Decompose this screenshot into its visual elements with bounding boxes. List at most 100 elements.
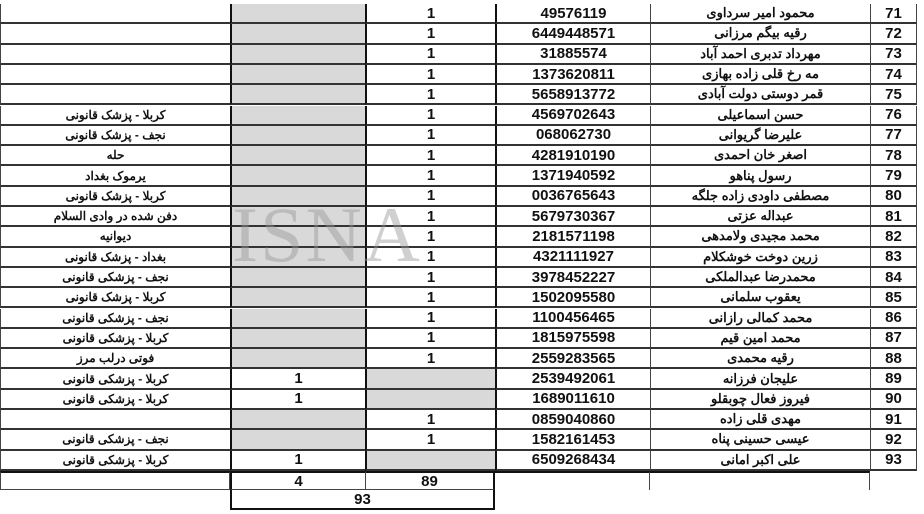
table-row: کربلا - پزشکی قانونی 1 6509268434 علی اکبر … <box>0 450 924 471</box>
table-row: یرموک بغداد 1 1371940592 رسول پناهو 79 <box>0 166 924 187</box>
national-id-cell: 2181571198 <box>495 227 650 248</box>
column-b-cell: 1 <box>365 410 495 431</box>
name-cell: اصغر خان احمدی <box>650 146 870 167</box>
column-a-cell <box>230 4 365 25</box>
column-b-cell: 1 <box>365 247 495 268</box>
totals-row-id-cell <box>495 471 650 490</box>
column-a-cell <box>230 288 365 309</box>
table-row: نجف - پزشکی قانونی 1 1582161453 عیسی حسینی … <box>0 430 924 451</box>
row-number-cell: 81 <box>870 207 917 228</box>
row-number-cell: 86 <box>870 308 917 329</box>
table-row: کربلا - پزشکی قانونی 1 1815975598 محمد امین… <box>0 328 924 350</box>
national-id-cell: 1373620811 <box>495 64 650 86</box>
name-cell: رقیه محمدی <box>650 349 870 370</box>
name-cell: یعقوب سلمانی <box>650 288 870 309</box>
note-cell: فوتی درلب مرز <box>0 349 230 370</box>
name-cell: زرین دوخت خوشکلام <box>650 247 870 268</box>
row-number-cell: 82 <box>870 227 917 248</box>
note-cell <box>0 44 230 65</box>
row-number-cell: 88 <box>870 349 917 370</box>
note-cell: کربلا - پزشکی قانونی <box>0 369 230 390</box>
row-number-cell: 90 <box>870 389 917 410</box>
column-b-cell <box>365 389 495 410</box>
column-a-cell <box>230 186 365 207</box>
name-cell: عیسی حسینی پناه <box>650 430 870 451</box>
column-b-cell <box>365 369 495 390</box>
national-id-cell: 2539492061 <box>495 369 650 390</box>
column-a-cell <box>230 308 365 329</box>
note-cell: نجف - پزشکی قانونی <box>0 267 230 289</box>
table-row: بغداد - پزشک قانونی 1 4321111927 زرین دوخت … <box>0 247 924 268</box>
name-cell: رسول پناهو <box>650 166 870 187</box>
name-cell: مه رخ قلی زاده بهازی <box>650 64 870 86</box>
table-row: کربلا - پزشکی قانونی 1 2539492061 علیجان فر… <box>0 369 924 390</box>
row-number-cell: 78 <box>870 146 917 167</box>
table-row: حله 1 4281910190 اصغر خان احمدی 78 <box>0 146 924 167</box>
national-id-cell: 2559283565 <box>495 349 650 370</box>
column-b-cell: 1 <box>365 44 495 65</box>
name-cell: علیجان فرزانه <box>650 369 870 390</box>
name-cell: مهرداد تدبری احمد آباد <box>650 44 870 65</box>
national-id-cell: 0036765643 <box>495 186 650 207</box>
row-number-cell: 91 <box>870 410 917 431</box>
column-a-cell <box>230 430 365 451</box>
column-b-cell: 1 <box>365 125 495 147</box>
table-row: نجف - پزشکی قانونی 1 1100456465 محمد کمالی … <box>0 308 924 329</box>
table-row: 1 31885574 مهرداد تدبری احمد آباد 73 <box>0 44 924 65</box>
column-b-cell: 1 <box>365 146 495 167</box>
column-b-cell: 1 <box>365 4 495 25</box>
column-a-cell: 1 <box>230 389 365 410</box>
name-cell: قمر دوستی دولت آبادی <box>650 85 870 106</box>
national-id-cell: 49576119 <box>495 4 650 25</box>
name-cell: علی اکبر امانی <box>650 450 870 471</box>
note-cell: بغداد - پزشک قانونی <box>0 247 230 268</box>
column-a-cell <box>230 166 365 187</box>
note-cell: کربلا - پزشکی قانونی <box>0 450 230 471</box>
national-id-cell: 1371940592 <box>495 166 650 187</box>
note-cell: دیوانیه <box>0 227 230 248</box>
column-a-cell: 1 <box>230 450 365 471</box>
national-id-cell: 0859040860 <box>495 410 650 431</box>
column-a-cell <box>230 349 365 370</box>
row-number-cell: 87 <box>870 328 917 350</box>
row-number-cell: 93 <box>870 450 917 471</box>
column-a-cell <box>230 227 365 248</box>
table-row: 1 1373620811 مه رخ قلی زاده بهازی 74 <box>0 64 924 86</box>
note-cell: کربلا - پزشکی قانونی <box>0 389 230 410</box>
table-row: نجف - پزشکی قانونی 1 3978452227 محمدرضا عبد… <box>0 267 924 289</box>
column-b-cell: 1 <box>365 105 495 126</box>
row-number-cell: 79 <box>870 166 917 187</box>
table-row: نجف - پزشک قانونی 1 068062730 علیرضا گریوان… <box>0 125 924 147</box>
note-cell: نجف - پزشکی قانونی <box>0 430 230 451</box>
national-id-cell: 1689011610 <box>495 389 650 410</box>
note-cell <box>0 64 230 86</box>
national-id-cell: 1582161453 <box>495 430 650 451</box>
column-b-cell: 1 <box>365 430 495 451</box>
table-row: فوتی درلب مرز 1 2559283565 رقیه محمدی 88 <box>0 349 924 370</box>
note-cell: یرموک بغداد <box>0 166 230 187</box>
column-a-cell <box>230 64 365 86</box>
row-number-cell: 89 <box>870 369 917 390</box>
row-number-cell: 72 <box>870 24 917 45</box>
column-b-cell <box>365 450 495 471</box>
national-id-cell: 1100456465 <box>495 308 650 329</box>
national-id-cell: 5679730367 <box>495 207 650 228</box>
totals-row-note-cell <box>0 471 230 490</box>
note-cell <box>0 410 230 431</box>
table-row: دیوانیه 1 2181571198 محمد مجیدی ولامدهی 82 <box>0 227 924 248</box>
table-row: کربلا - پزشک قانونی 1 1502095580 یعقوب سلما… <box>0 288 924 309</box>
total-column-b: 89 <box>365 471 495 490</box>
column-b-cell: 1 <box>365 328 495 350</box>
note-cell: حله <box>0 146 230 167</box>
column-b-cell: 1 <box>365 166 495 187</box>
note-cell <box>0 4 230 25</box>
national-id-cell: 4321111927 <box>495 247 650 268</box>
national-id-cell: 068062730 <box>495 125 650 147</box>
row-number-cell: 80 <box>870 186 917 207</box>
table-row: کربلا - پزشک قانونی 1 4569702643 حسن اسماعی… <box>0 105 924 126</box>
row-number-cell: 74 <box>870 64 917 86</box>
name-cell: مصطفی داودی زاده جلگه <box>650 186 870 207</box>
note-cell: نجف - پزشک قانونی <box>0 125 230 147</box>
name-cell: محمد مجیدی ولامدهی <box>650 227 870 248</box>
row-number-cell: 83 <box>870 247 917 268</box>
